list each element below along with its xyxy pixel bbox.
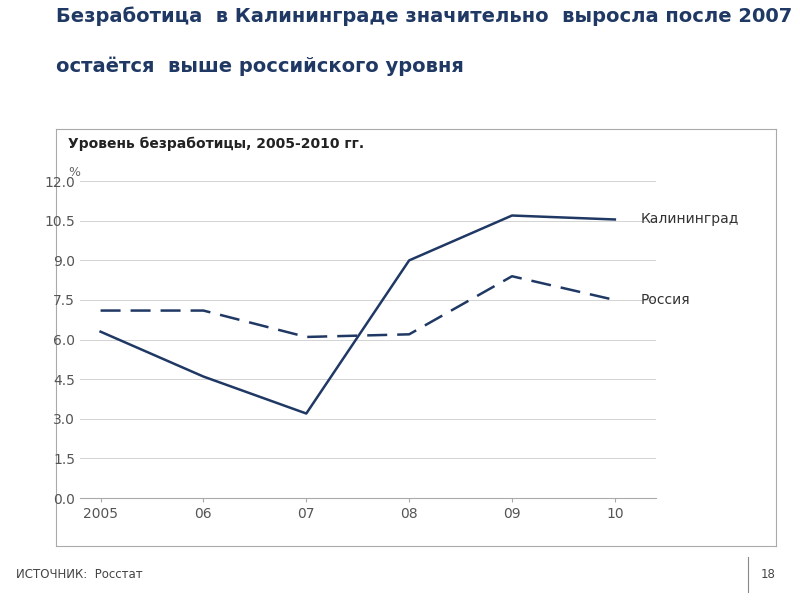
Text: Россия: Россия <box>641 293 690 307</box>
Text: %: % <box>68 166 80 179</box>
Text: остаётся  выше российского уровня: остаётся выше российского уровня <box>56 57 464 76</box>
Text: ИСТОЧНИК:  Росстат: ИСТОЧНИК: Росстат <box>16 568 142 581</box>
Text: Безработица  в Калининграде значительно  выросла после 2007 года и: Безработица в Калининграде значительно в… <box>56 6 800 26</box>
Text: Калининград: Калининград <box>641 212 739 226</box>
Text: Уровень безработицы, 2005-2010 гг.: Уровень безработицы, 2005-2010 гг. <box>68 136 364 151</box>
Text: 18: 18 <box>761 568 775 581</box>
